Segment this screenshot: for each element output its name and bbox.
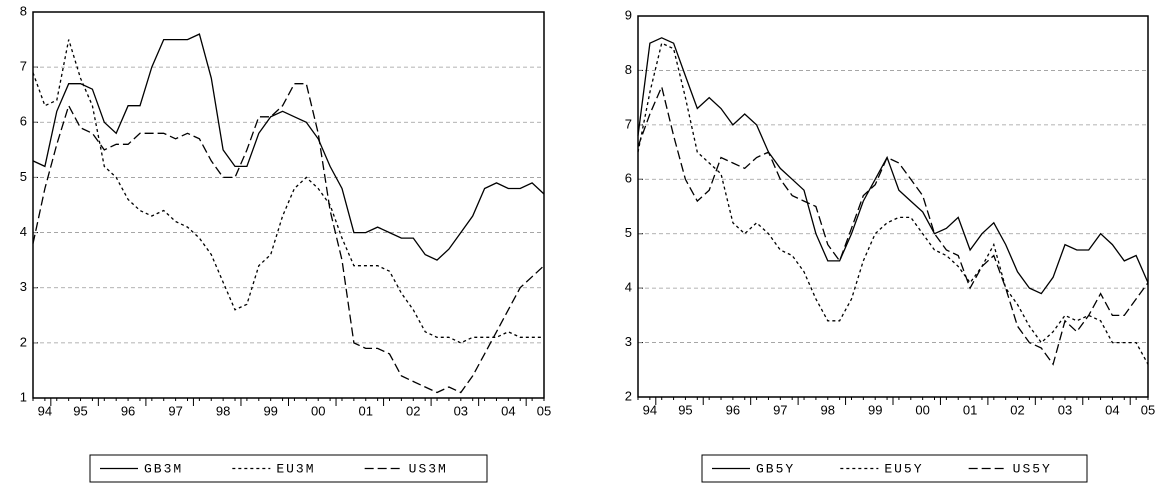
series-line bbox=[32, 39, 544, 344]
series-line bbox=[637, 84, 1149, 366]
x-tick-label: 94 bbox=[643, 402, 657, 417]
y-tick-label: 3 bbox=[625, 334, 632, 349]
x-tick-label: 96 bbox=[726, 402, 740, 417]
x-tick-label: 99 bbox=[263, 403, 277, 418]
series-line bbox=[637, 42, 1149, 365]
x-tick-label: 97 bbox=[773, 402, 787, 417]
plot-frame bbox=[637, 15, 1149, 398]
y-tick-label: 5 bbox=[625, 225, 632, 240]
legend-box bbox=[701, 454, 1088, 483]
x-tick-label: 99 bbox=[868, 402, 882, 417]
legend-label: US5Y bbox=[1013, 461, 1052, 476]
y-tick-label: 4 bbox=[625, 280, 632, 295]
legend-box bbox=[89, 454, 488, 483]
y-tick-label: 9 bbox=[625, 7, 632, 22]
x-tick-label: 03 bbox=[1058, 402, 1072, 417]
x-tick-label: 00 bbox=[915, 402, 929, 417]
x-tick-label: 96 bbox=[121, 403, 135, 418]
x-tick-label: 98 bbox=[821, 402, 835, 417]
x-tick-label: 95 bbox=[678, 402, 692, 417]
y-tick-label: 2 bbox=[625, 388, 632, 403]
y-tick-label: 3 bbox=[20, 279, 27, 294]
x-tick-label: 01 bbox=[359, 403, 373, 418]
y-tick-label: 2 bbox=[20, 334, 27, 349]
legend-label: EU3M bbox=[276, 461, 315, 476]
x-tick-label: 03 bbox=[454, 403, 468, 418]
x-tick-label: 98 bbox=[216, 403, 230, 418]
plot-frame bbox=[32, 11, 545, 399]
x-tick-label: 94 bbox=[38, 403, 52, 418]
y-tick-label: 6 bbox=[625, 171, 632, 186]
series-line bbox=[32, 83, 545, 394]
y-tick-label: 7 bbox=[20, 59, 27, 74]
x-tick-label: 05 bbox=[537, 403, 551, 418]
x-tick-label: 00 bbox=[311, 403, 325, 418]
legend-label: GB5Y bbox=[756, 461, 795, 476]
y-tick-label: 4 bbox=[20, 224, 27, 239]
x-tick-label: 05 bbox=[1141, 402, 1155, 417]
x-tick-label: 95 bbox=[73, 403, 87, 418]
y-tick-label: 1 bbox=[20, 389, 27, 404]
series-line bbox=[32, 33, 545, 261]
y-tick-label: 5 bbox=[20, 169, 27, 184]
series-line bbox=[637, 37, 1149, 295]
legend-label: US3M bbox=[409, 461, 448, 476]
x-tick-label: 01 bbox=[963, 402, 977, 417]
x-tick-label: 04 bbox=[1105, 402, 1119, 417]
y-tick-label: 8 bbox=[20, 3, 27, 18]
x-tick-label: 04 bbox=[501, 403, 515, 418]
x-tick-label: 02 bbox=[1010, 402, 1024, 417]
legend-label: GB3M bbox=[144, 461, 183, 476]
y-tick-label: 8 bbox=[625, 62, 632, 77]
legend-label: EU5Y bbox=[884, 461, 923, 476]
y-tick-label: 6 bbox=[20, 114, 27, 129]
x-tick-label: 02 bbox=[406, 403, 420, 418]
x-tick-label: 97 bbox=[168, 403, 182, 418]
y-tick-label: 7 bbox=[625, 116, 632, 131]
